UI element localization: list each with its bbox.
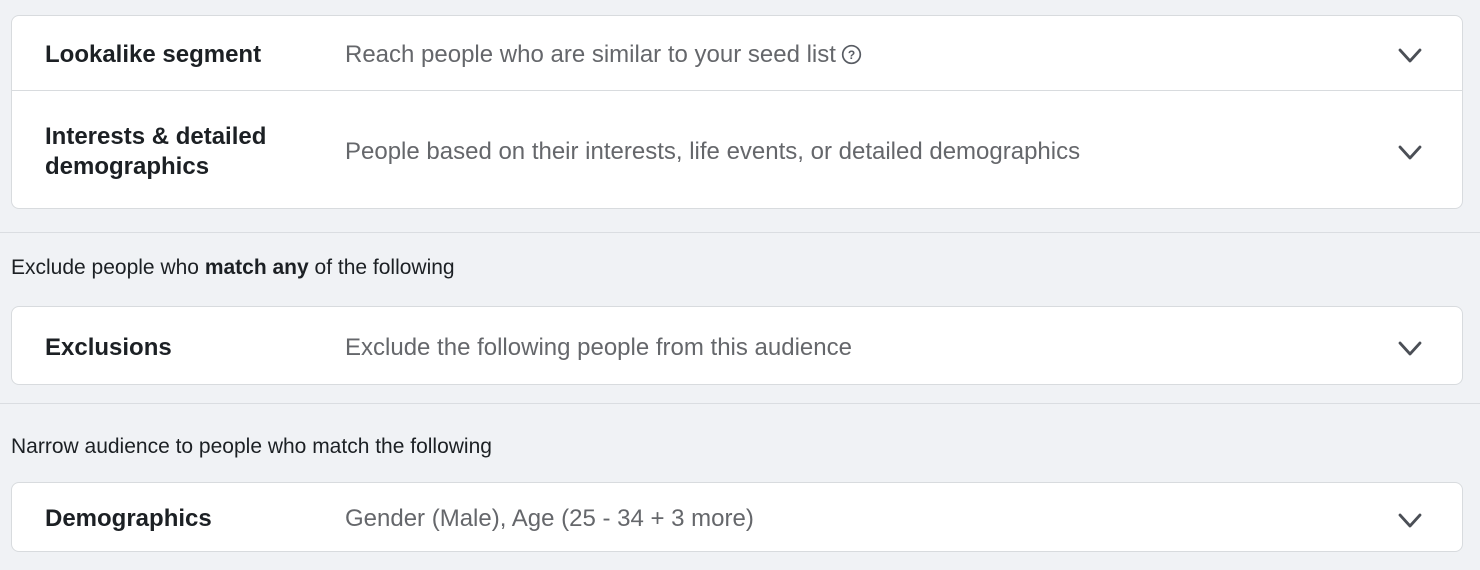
- svg-text:?: ?: [848, 49, 855, 63]
